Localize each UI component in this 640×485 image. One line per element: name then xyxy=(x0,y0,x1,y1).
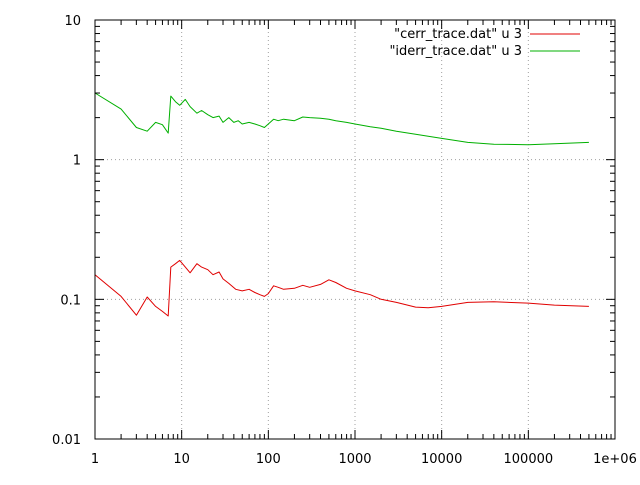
grid xyxy=(95,20,615,439)
legend: "cerr_trace.dat" u 3 "iderr_trace.dat" u … xyxy=(389,27,580,59)
x-tick-label: 1e+06 xyxy=(593,452,637,467)
series-line-2 xyxy=(94,92,589,146)
y-tick-label: 10 xyxy=(64,14,81,29)
legend-label: "cerr_trace.dat" u 3 xyxy=(394,27,522,42)
x-tick-label: 1000 xyxy=(338,452,371,467)
tick-labels: 1 10 100 1000 10000 100000 1e+06 0.01 0.1 1 10 xyxy=(52,14,637,467)
x-tick-label: 1 xyxy=(91,452,99,467)
series-line-1 xyxy=(94,259,589,317)
ticks xyxy=(94,19,616,440)
x-tick-label: 10 xyxy=(173,452,190,467)
legend-label: "iderr_trace.dat" u 3 xyxy=(389,44,522,59)
y-tick-label: 1 xyxy=(73,154,81,169)
x-tick-label: 100 xyxy=(256,452,281,467)
x-tick-label: 100000 xyxy=(504,452,554,467)
plot-series xyxy=(94,92,589,317)
y-tick-label: 0.1 xyxy=(60,293,81,308)
y-tick-label: 0.01 xyxy=(52,433,81,448)
x-tick-label: 10000 xyxy=(421,452,462,467)
